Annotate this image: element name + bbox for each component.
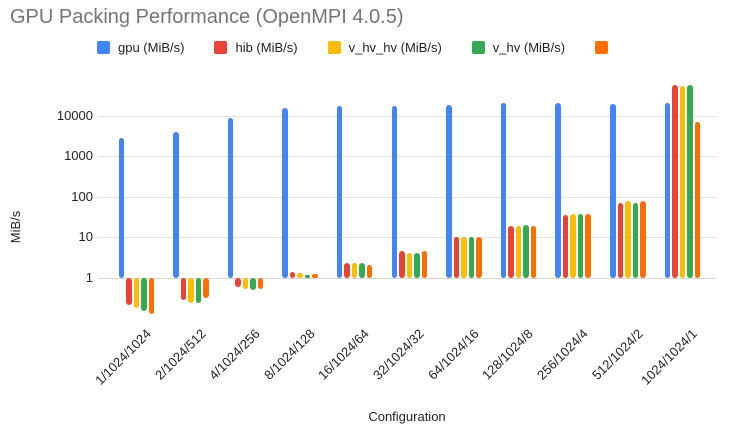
x-category-label: 128/1024/8	[479, 326, 536, 383]
x-category-label: 4/1024/256	[206, 326, 263, 383]
bar-v_hv (MiB/s)-4/1024/256[interactable]	[250, 278, 256, 291]
bar-series5-16/1024/64[interactable]	[366, 264, 373, 278]
bar-gpu (MiB/s)-1/1024/1024[interactable]	[118, 138, 124, 278]
bar-series5-64/1024/16[interactable]	[476, 237, 482, 278]
bar-hib (MiB/s)-8/1024/128[interactable]	[289, 272, 296, 278]
legend-item-label: gpu (MiB/s)	[118, 40, 185, 55]
chart-title: GPU Packing Performance (OpenMPI 4.0.5)	[10, 6, 404, 28]
x-category-label: 1024/1024/1	[638, 326, 700, 388]
bar-gpu (MiB/s)-8/1024/128[interactable]	[282, 108, 288, 278]
x-category-label: 32/1024/32	[370, 326, 427, 383]
legend-item-unlabeled[interactable]	[595, 41, 616, 54]
bar-v_hv (MiB/s)-32/1024/32[interactable]	[414, 253, 420, 278]
bar-hib (MiB/s)-128/1024/8[interactable]	[508, 226, 514, 278]
bar-hib (MiB/s)-512/1024/2[interactable]	[617, 202, 624, 278]
bar-v_hv_hv (MiB/s)-256/1024/4[interactable]	[570, 214, 576, 278]
legend-swatch-icon	[595, 41, 609, 54]
legend-item-v_hv_hv (MiB/s)[interactable]: v_hv_hv (MiB/s)	[327, 40, 442, 55]
bar-v_hv (MiB/s)-256/1024/4[interactable]	[577, 214, 584, 278]
bar-v_hv_hv (MiB/s)-1/1024/1024[interactable]	[133, 278, 139, 309]
x-category-label: 8/1024/128	[260, 326, 318, 383]
y-tick-label-1: 1	[85, 270, 93, 285]
legend-swatch-icon	[97, 41, 110, 54]
bar-v_hv_hv (MiB/s)-512/1024/2[interactable]	[625, 200, 631, 278]
bar-v_hv_hv (MiB/s)-8/1024/128[interactable]	[297, 273, 303, 278]
bar-hib (MiB/s)-32/1024/32[interactable]	[399, 251, 405, 278]
bar-v_hv_hv (MiB/s)-64/1024/16[interactable]	[461, 237, 467, 278]
bar-v_hv (MiB/s)-2/1024/512[interactable]	[195, 278, 202, 304]
x-category-label: 1/1024/1024	[91, 326, 154, 388]
bar-hib (MiB/s)-2/1024/512[interactable]	[180, 278, 187, 301]
bar-v_hv (MiB/s)-128/1024/8[interactable]	[523, 225, 529, 278]
gridline-100	[98, 196, 716, 198]
bar-gpu (MiB/s)-64/1024/16[interactable]	[446, 105, 452, 278]
bar-v_hv_hv (MiB/s)-2/1024/512[interactable]	[188, 278, 194, 304]
bar-v_hv (MiB/s)-8/1024/128[interactable]	[304, 274, 311, 278]
legend-item-label: hib (MiB/s)	[235, 40, 298, 55]
bar-gpu (MiB/s)-2/1024/512[interactable]	[173, 131, 179, 278]
bar-gpu (MiB/s)-32/1024/32[interactable]	[391, 106, 398, 278]
chart-legend: gpu (MiB/s) hib (MiB/s) v_hv_hv (MiB/s) v_h…	[97, 40, 616, 55]
bar-hib (MiB/s)-256/1024/4[interactable]	[562, 215, 569, 278]
x-axis-title: Configuration	[368, 409, 446, 424]
legend-swatch-icon	[471, 41, 485, 54]
bar-v_hv (MiB/s)-16/1024/64[interactable]	[359, 263, 365, 278]
y-tick-label-10: 10	[78, 229, 93, 245]
bar-gpu (MiB/s)-512/1024/2[interactable]	[610, 103, 616, 278]
x-category-label: 64/1024/16	[424, 326, 482, 383]
y-tick-label-10000: 10000	[56, 107, 93, 123]
bar-gpu (MiB/s)-4/1024/256[interactable]	[227, 117, 234, 278]
bar-series5-128/1024/8[interactable]	[530, 226, 537, 278]
legend-swatch-icon	[327, 41, 341, 54]
bar-hib (MiB/s)-1024/1024/1[interactable]	[672, 84, 678, 278]
bar-v_hv (MiB/s)-64/1024/16[interactable]	[468, 236, 475, 278]
bar-v_hv_hv (MiB/s)-16/1024/64[interactable]	[351, 263, 358, 278]
bar-v_hv_hv (MiB/s)-32/1024/32[interactable]	[406, 253, 413, 278]
legend-item-hib (MiB/s)[interactable]: hib (MiB/s)	[214, 40, 298, 55]
legend-item-gpu (MiB/s)[interactable]: gpu (MiB/s)	[97, 40, 184, 55]
bar-gpu (MiB/s)-16/1024/64[interactable]	[336, 106, 343, 278]
bar-series5-512/1024/2[interactable]	[640, 200, 646, 278]
bar-series5-1024/1024/1[interactable]	[694, 122, 701, 278]
y-tick-label-1000: 1000	[64, 148, 93, 164]
bar-v_hv_hv (MiB/s)-1024/1024/1[interactable]	[679, 85, 686, 278]
x-category-label: 256/1024/4	[533, 326, 591, 383]
bar-v_hv (MiB/s)-512/1024/2[interactable]	[632, 202, 639, 278]
gridline-1000	[98, 156, 716, 158]
bar-hib (MiB/s)-1/1024/1024[interactable]	[126, 278, 132, 305]
legend-item-label: v_hv (MiB/s)	[492, 40, 566, 55]
bar-series5-256/1024/4[interactable]	[585, 214, 591, 278]
x-category-label: 16/1024/64	[315, 326, 373, 383]
bar-hib (MiB/s)-4/1024/256[interactable]	[235, 278, 241, 287]
bar-series5-32/1024/32[interactable]	[421, 250, 428, 278]
bar-series5-1/1024/1024[interactable]	[148, 278, 154, 314]
gridline-10000	[98, 115, 716, 117]
bar-v_hv (MiB/s)-1024/1024/1[interactable]	[687, 84, 693, 278]
bar-series5-4/1024/256[interactable]	[257, 278, 264, 289]
y-axis-title: MiB/s	[8, 210, 23, 244]
x-category-label: 2/1024/512	[151, 326, 209, 383]
legend-swatch-icon	[214, 41, 228, 54]
bar-hib (MiB/s)-64/1024/16[interactable]	[453, 237, 460, 278]
bar-v_hv (MiB/s)-1/1024/1024[interactable]	[141, 278, 147, 312]
legend-item-label: v_hv_hv (MiB/s)	[348, 40, 442, 55]
x-category-label: 512/1024/2	[588, 326, 646, 383]
bar-hib (MiB/s)-16/1024/64[interactable]	[344, 263, 350, 278]
legend-item-v_hv (MiB/s)[interactable]: v_hv (MiB/s)	[471, 40, 566, 55]
y-tick-label-100: 100	[71, 188, 93, 204]
bar-v_hv_hv (MiB/s)-128/1024/8[interactable]	[515, 226, 522, 278]
bar-gpu (MiB/s)-128/1024/8[interactable]	[500, 103, 507, 278]
bar-series5-8/1024/128[interactable]	[312, 274, 318, 278]
bar-gpu (MiB/s)-1024/1024/1[interactable]	[664, 103, 671, 278]
bar-v_hv_hv (MiB/s)-4/1024/256[interactable]	[242, 278, 249, 289]
gridline-1	[98, 278, 716, 279]
bar-series5-2/1024/512[interactable]	[203, 278, 209, 298]
gridline-10	[98, 237, 716, 239]
bar-gpu (MiB/s)-256/1024/4[interactable]	[555, 103, 561, 278]
